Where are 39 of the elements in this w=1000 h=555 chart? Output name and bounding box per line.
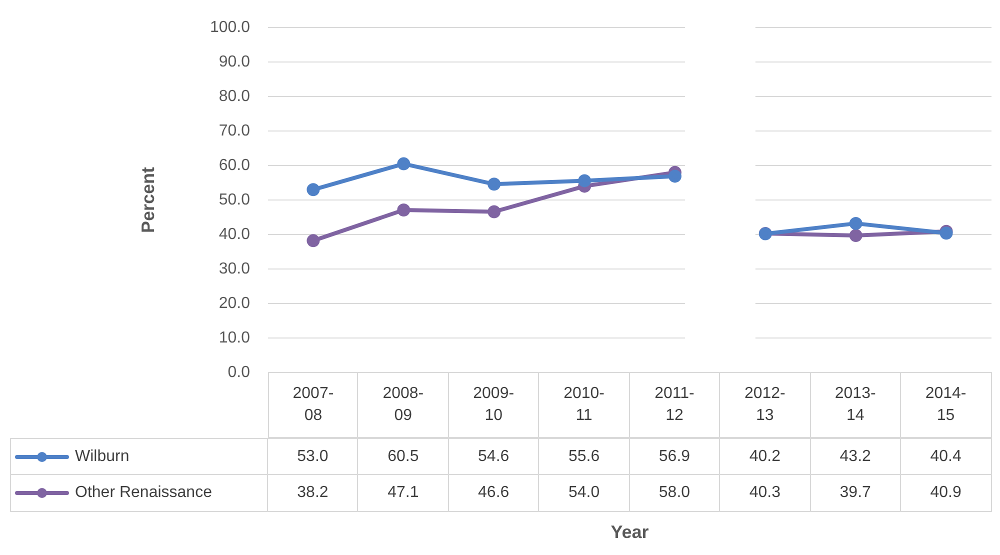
- legend-label: Other Renaissance: [75, 483, 212, 504]
- y-tick-label: 50.0: [218, 191, 250, 208]
- data-label: 38.2: [268, 475, 358, 512]
- y-tick-label: 80.0: [218, 88, 250, 105]
- data-label: 40.2: [720, 438, 811, 476]
- data-label: 58.0: [630, 475, 720, 512]
- x-tick-label: 2009-10: [448, 372, 540, 438]
- y-tick-label: 30.0: [218, 260, 250, 278]
- data-label: 53.0: [268, 438, 358, 476]
- data-label: 46.6: [448, 475, 540, 512]
- data-label: 40.3: [720, 475, 811, 512]
- x-tick-label: 2007-08: [268, 372, 358, 438]
- x-tick-label: 2011-12: [630, 372, 720, 438]
- y-tick-label: 10.0: [218, 329, 250, 346]
- data-label: 39.7: [810, 475, 902, 512]
- x-tick-label: 2012-13: [720, 372, 811, 438]
- data-label: 54.0: [539, 475, 630, 512]
- data-label: 60.5: [358, 438, 449, 476]
- x-tick-label: 2014-15: [901, 372, 992, 438]
- x-tick-label: 2010-11: [539, 372, 630, 438]
- y-tick-label: 60.0: [218, 156, 250, 174]
- legend-label: Wilburn: [75, 446, 130, 467]
- data-label: 40.9: [901, 475, 992, 512]
- data-label: 47.1: [358, 475, 449, 512]
- y-tick-label: 90.0: [218, 53, 250, 70]
- x-tick-label: 2013-14: [810, 372, 902, 438]
- x-tick-label: 2008-09: [358, 372, 449, 438]
- data-label: 56.9: [630, 438, 720, 476]
- y-axis-title: Percent: [138, 166, 158, 234]
- y-tick-label: 100.0: [210, 19, 250, 36]
- y-tick-label: 40.0: [218, 226, 250, 243]
- data-label: 55.6: [539, 438, 630, 476]
- data-label: 43.2: [810, 438, 902, 476]
- text: Year: [610, 522, 649, 544]
- y-tick-label: 20.0: [218, 294, 250, 312]
- data-label: 40.4: [901, 438, 992, 476]
- y-tick-label: 70.0: [218, 122, 250, 140]
- y-tick-label: 0.0: [228, 364, 250, 381]
- data-label: 54.6: [448, 438, 540, 476]
